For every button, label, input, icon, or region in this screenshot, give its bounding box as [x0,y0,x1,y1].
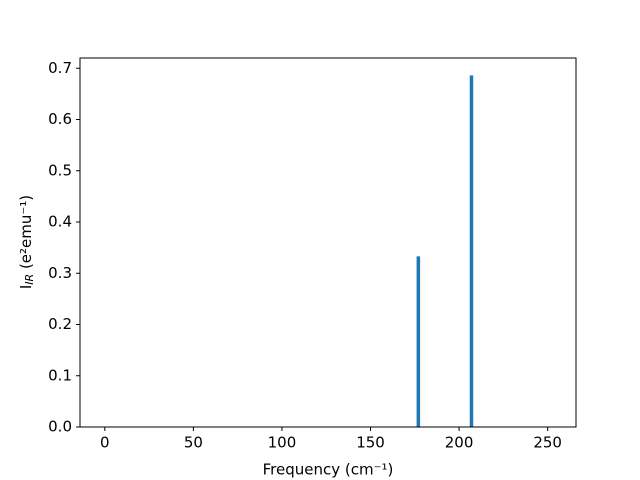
y-tick-label: 0.2 [48,315,72,333]
plot-frame [79,57,577,428]
bar [416,256,421,427]
x-tick-label: 100 [268,434,297,452]
x-tick-label: 150 [356,434,385,452]
x-tick-label: 0 [100,434,110,452]
x-tick-label: 50 [184,434,203,452]
y-tick-label: 0.4 [48,213,72,231]
y-tick-label: 0.0 [48,418,72,436]
y-label-unit: (e²emu⁻¹) [17,195,35,274]
bar [469,75,474,428]
x-tick-label: 250 [533,434,562,452]
y-label-sub: IR [23,274,36,285]
y-tick-label: 0.1 [48,366,72,384]
y-tick-label: 0.7 [48,59,72,77]
y-tick-label: 0.3 [48,264,72,282]
y-axis-label: IIR (e²emu⁻¹) [17,195,37,289]
x-axis-label: Frequency (cm⁻¹) [263,461,394,479]
y-tick-label: 0.6 [48,110,72,128]
y-label-main: I [17,285,35,289]
x-tick-label: 200 [445,434,474,452]
y-tick-label: 0.5 [48,161,72,179]
